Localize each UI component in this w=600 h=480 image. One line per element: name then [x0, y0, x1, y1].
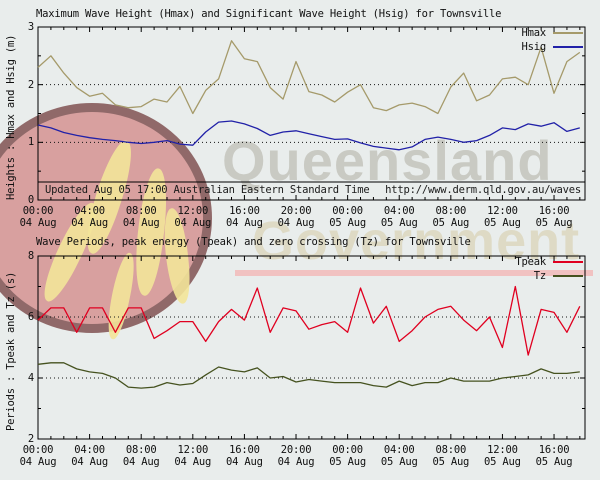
x-tick-label: 04:00 05 Aug: [380, 205, 418, 229]
x-tick-label: 00:00 05 Aug: [329, 205, 366, 229]
legend-row-tpeak: Tpeak: [515, 255, 583, 269]
watermark-stripe: [235, 270, 593, 276]
x-tick-label: 04:00 05 Aug: [380, 444, 418, 468]
legend-label-tz: Tz: [533, 270, 546, 282]
x-tick-label: 08:00 05 Aug: [432, 205, 470, 229]
y-tick-label: 2: [27, 433, 34, 445]
y-tick-label: 3: [27, 21, 34, 33]
x-tick-label: 04:00 04 Aug: [71, 205, 108, 229]
x-tick-label: 08:00 04 Aug: [122, 444, 160, 468]
y-tick-label: 2: [27, 78, 34, 91]
legend-row-hsig: Hsig: [521, 40, 583, 54]
legend-label-hsig: Hsig: [521, 41, 547, 53]
legend-line-hmax: [553, 32, 583, 34]
x-tick-label: 16:00 04 Aug: [226, 205, 263, 229]
y-tick-label: 6: [27, 311, 34, 323]
legend-row-tz: Tz: [515, 269, 583, 283]
bottom-chart-legend: Tpeak Tz: [515, 255, 583, 283]
y-tick-label: 1: [27, 136, 34, 149]
x-tick-label: 16:00 05 Aug: [535, 205, 573, 229]
x-tick-label: 16:00 04 Aug: [226, 444, 263, 468]
bottom-chart-y-axis-label: Periods : Tpeak and Tz (s): [5, 271, 17, 431]
y-tick-label: 4: [27, 372, 34, 384]
x-tick-label: 20:00 04 Aug: [277, 444, 315, 468]
x-tick-label: 08:00 04 Aug: [122, 205, 160, 229]
source-url-text: http://www.derm.qld.gov.au/waves: [385, 184, 581, 196]
updated-timestamp-text: Updated Aug 05 17:00 Australian Eastern …: [45, 184, 370, 196]
x-tick-label: 12:00 04 Aug: [174, 205, 212, 229]
x-tick-label: 00:00 05 Aug: [329, 444, 366, 468]
x-tick-label: 12:00 05 Aug: [484, 205, 521, 229]
x-tick-label: 04:00 04 Aug: [71, 444, 108, 468]
bottom-chart-title: Wave Periods, peak energy (Tpeak) and ze…: [36, 236, 471, 248]
top-chart-legend: Hmax Hsig: [521, 26, 583, 54]
x-tick-label: 00:00 04 Aug: [19, 205, 57, 229]
top-chart-title: Maximum Wave Height (Hmax) and Significa…: [36, 8, 502, 20]
top-chart-y-axis-label: Heights : Hmax and Hsig (m): [5, 34, 17, 200]
legend-line-hsig: [553, 46, 583, 48]
legend-label-tpeak: Tpeak: [515, 256, 546, 268]
x-tick-label: 12:00 04 Aug: [174, 444, 212, 468]
y-tick-label: 0: [27, 194, 34, 206]
legend-label-hmax: Hmax: [521, 27, 547, 39]
y-tick-label: 8: [27, 250, 34, 262]
legend-row-hmax: Hmax: [521, 26, 583, 40]
x-tick-label: 12:00 05 Aug: [484, 444, 521, 468]
x-tick-label: 08:00 05 Aug: [432, 444, 470, 468]
x-tick-label: 16:00 05 Aug: [535, 444, 573, 468]
x-tick-label: 20:00 04 Aug: [277, 205, 315, 229]
watermark-text-government: Government: [252, 211, 581, 271]
legend-line-tpeak: [553, 261, 583, 263]
legend-line-tz: [553, 275, 583, 277]
x-tick-label: 00:00 04 Aug: [19, 444, 57, 468]
